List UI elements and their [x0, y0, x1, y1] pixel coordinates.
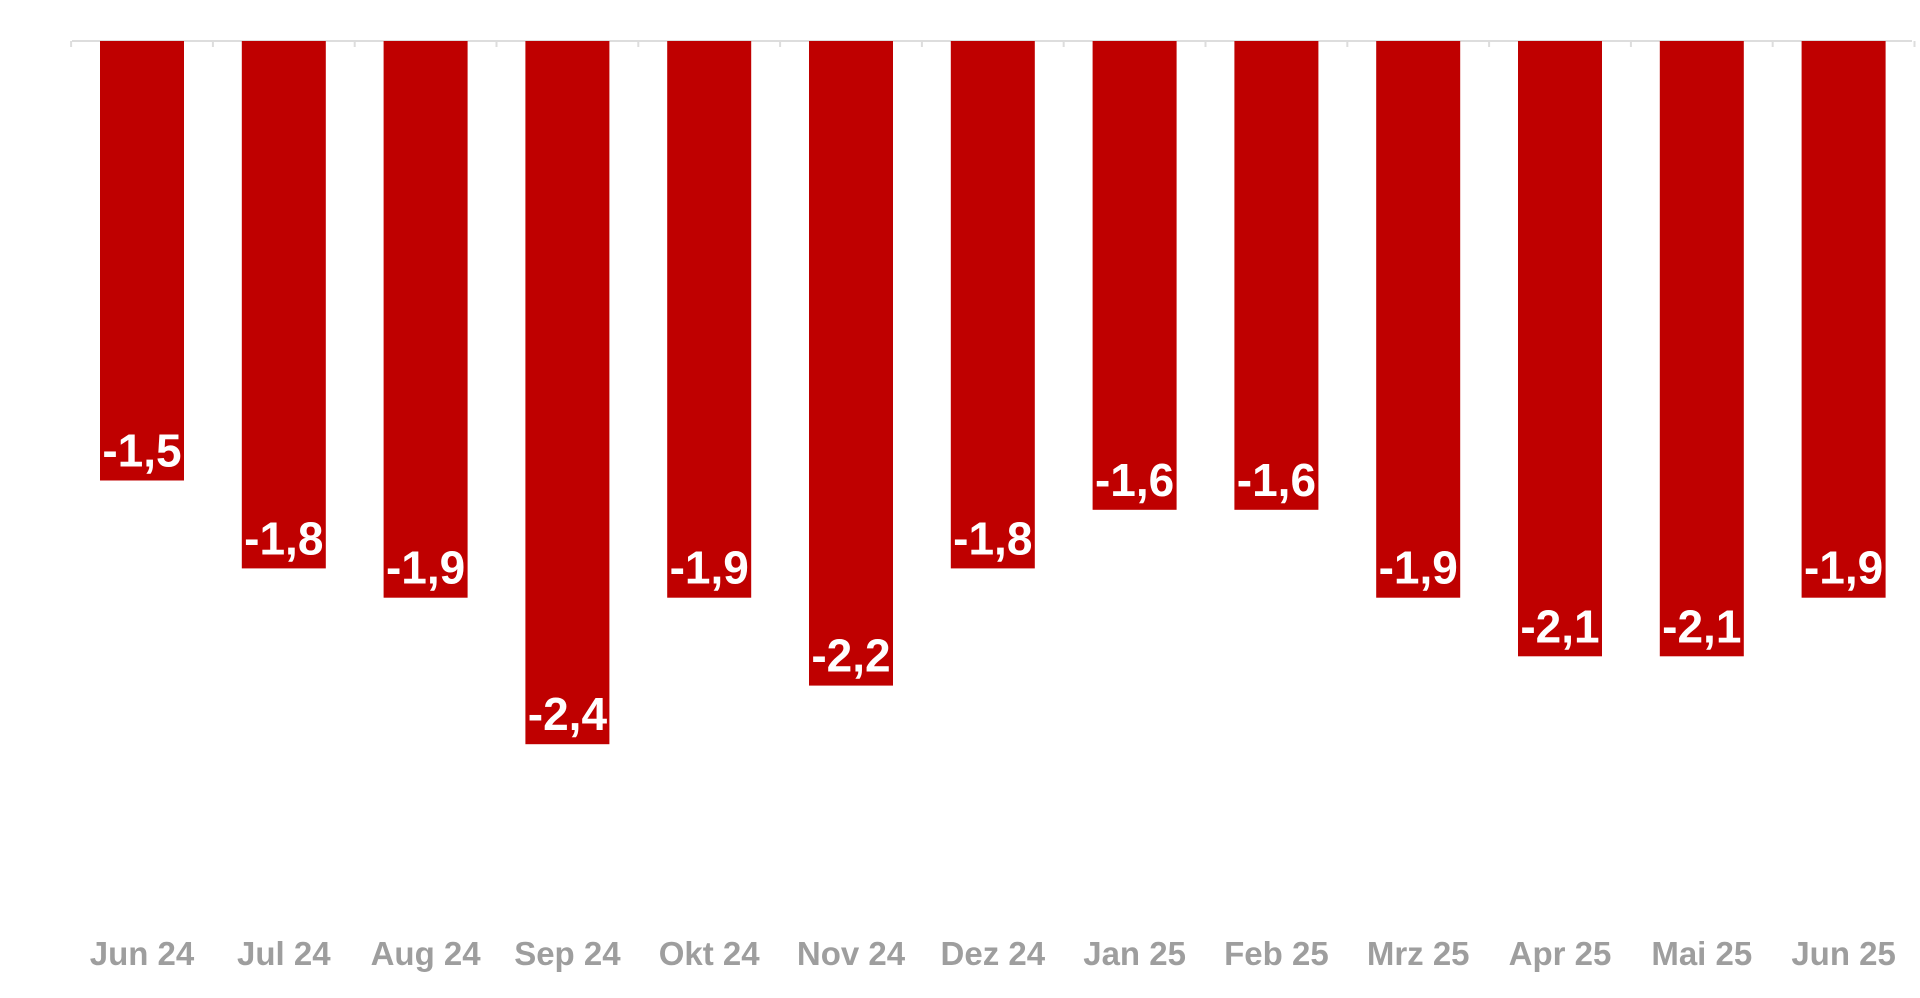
x-tick-label: Feb 25: [1224, 935, 1329, 972]
data-label: -1,5: [102, 425, 181, 477]
data-label: -1,9: [1379, 542, 1458, 594]
x-tick-label: Jan 25: [1083, 935, 1186, 972]
data-label: -1,6: [1095, 454, 1174, 506]
data-label: -1,8: [953, 512, 1032, 564]
bar: [1092, 41, 1177, 510]
data-label: -2,2: [811, 630, 890, 682]
x-tick-label: Apr 25: [1509, 935, 1612, 972]
bars-layer: [100, 41, 1886, 745]
data-label: -1,6: [1237, 454, 1316, 506]
bar: [1518, 41, 1602, 657]
data-label: -2,1: [1520, 600, 1599, 652]
bar: [1659, 41, 1744, 657]
x-tick-label: Nov 24: [797, 935, 906, 972]
x-tick-label: Jun 25: [1791, 935, 1896, 972]
data-label: -1,9: [386, 542, 465, 594]
x-axis-ticks-layer: Jun 24 Jul 24 Aug 24 Sep 24 Okt 24 Nov 24 Dez …: [90, 935, 1896, 972]
data-label: -2,1: [1662, 600, 1741, 652]
bar: [950, 41, 1035, 569]
x-tick-label: Jul 24: [237, 935, 331, 972]
x-tick-label: Okt 24: [659, 935, 761, 972]
bar: [1234, 41, 1319, 510]
bar: [241, 41, 326, 569]
bar: [1801, 41, 1886, 598]
x-tick-label: Dez 24: [941, 935, 1046, 972]
bar: [525, 41, 610, 745]
bar: [1376, 41, 1461, 598]
x-tick-label: Mai 25: [1651, 935, 1752, 972]
bar: [383, 41, 468, 598]
bar: [667, 41, 752, 598]
x-tick-label: Sep 24: [514, 935, 621, 972]
data-label: -1,8: [244, 512, 323, 564]
data-label: -2,4: [528, 688, 608, 740]
value-labels-layer: -1,5 -1,8 -1,9 -2,4 -1,9 -2,2 -1,8 -1,6 -1,6 -1,9…: [102, 425, 1883, 741]
x-tick-label: Aug 24: [371, 935, 482, 972]
bar: [100, 41, 184, 481]
data-label: -1,9: [670, 542, 749, 594]
x-tick-label: Jun 24: [90, 935, 195, 972]
bar: [809, 41, 893, 686]
data-label: -1,9: [1804, 542, 1883, 594]
x-tick-label: Mrz 25: [1367, 935, 1470, 972]
